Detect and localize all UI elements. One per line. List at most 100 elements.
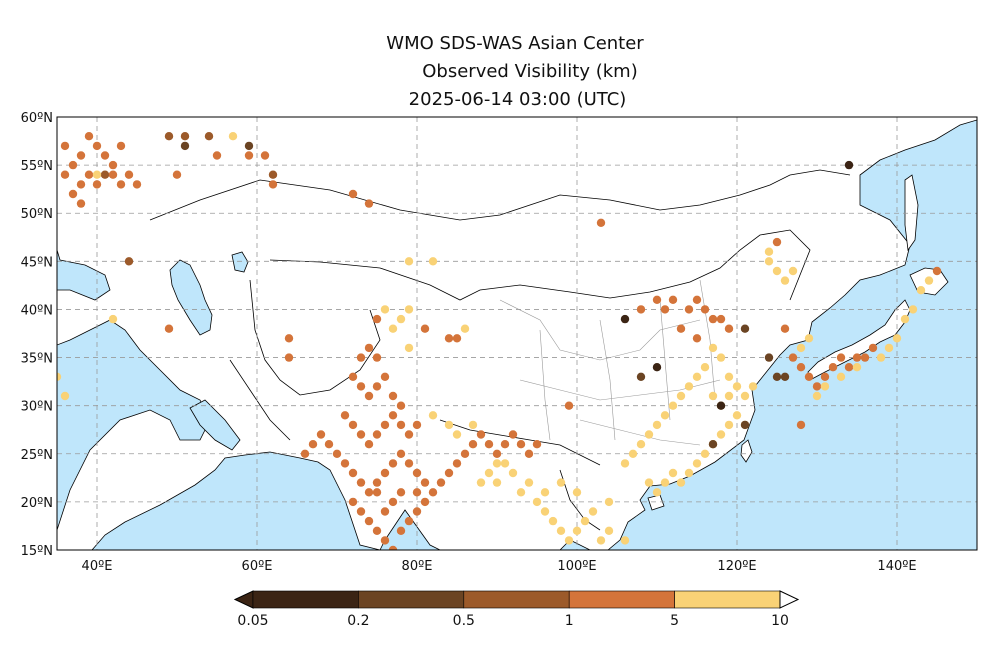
station-point: [380, 420, 390, 430]
title-variable: Observed Visibility (km): [422, 61, 638, 82]
station-point: [356, 430, 366, 439]
country-borders: [149, 169, 851, 531]
title-block: WMO SDS-WAS Asian Center Observed Visibi…: [0, 30, 1000, 114]
station-point: [476, 478, 486, 487]
station-point: [844, 363, 854, 372]
station-point: [796, 363, 806, 372]
station-point: [332, 449, 342, 458]
station-point: [348, 420, 358, 430]
station-point: [172, 170, 182, 179]
colorbar-segment: [358, 590, 465, 609]
colorbar-segment: [674, 590, 781, 609]
station-point: [308, 440, 318, 449]
station-point: [57, 372, 62, 381]
colorbar-segment: [568, 590, 675, 609]
station-point: [652, 363, 662, 372]
lat-tick-label: 15ºN: [21, 544, 53, 559]
station-point: [708, 314, 718, 324]
station-point: [404, 516, 414, 526]
caspian-sea: [169, 259, 213, 336]
station-point: [396, 401, 406, 410]
station-point: [404, 430, 414, 439]
province-borders: [499, 279, 721, 446]
station-point: [404, 305, 414, 314]
station-points: [57, 132, 942, 550]
station-point: [388, 391, 398, 401]
lat-tick-label: 20ºN: [21, 496, 53, 511]
station-point: [404, 343, 414, 353]
station-point: [724, 420, 734, 430]
station-point: [692, 334, 702, 343]
station-point: [836, 372, 846, 381]
lat-tick-label: 30ºN: [21, 400, 53, 415]
station-point: [204, 132, 214, 141]
station-point: [732, 411, 742, 420]
station-point: [348, 372, 358, 381]
station-point: [852, 353, 862, 362]
station-point: [548, 516, 558, 526]
station-point: [60, 170, 70, 179]
station-point: [428, 411, 438, 420]
station-point: [460, 324, 470, 333]
sakhalin-island: [904, 174, 919, 252]
title-time: 2025-06-14 03:00 (UTC): [408, 89, 627, 110]
station-point: [268, 180, 278, 189]
station-point: [572, 488, 582, 497]
land-mass: [57, 117, 977, 550]
station-point: [412, 488, 422, 497]
persian-gulf: [189, 399, 241, 451]
station-point: [844, 160, 854, 170]
station-point: [356, 478, 366, 487]
station-point: [428, 257, 438, 266]
station-point: [724, 372, 734, 381]
station-point: [788, 353, 798, 362]
lat-tick-label: 40ºN: [21, 303, 53, 318]
lat-tick-label: 45ºN: [21, 255, 53, 270]
station-point: [644, 478, 654, 487]
station-point: [300, 449, 310, 458]
station-point: [636, 305, 646, 314]
station-point: [260, 151, 270, 160]
station-point: [604, 497, 614, 507]
station-point: [460, 449, 470, 458]
station-point: [180, 141, 190, 151]
station-point: [268, 170, 278, 179]
station-point: [676, 478, 686, 487]
station-point: [772, 266, 782, 276]
station-point: [380, 305, 390, 314]
station-point: [468, 420, 478, 430]
station-point: [900, 314, 910, 324]
station-point: [620, 314, 630, 324]
station-point: [676, 324, 686, 333]
station-point: [388, 497, 398, 507]
station-point: [420, 497, 430, 507]
station-point: [380, 372, 390, 381]
lat-tick-label: 35ºN: [21, 352, 53, 367]
station-point: [716, 314, 726, 324]
station-point: [468, 440, 478, 449]
station-point: [356, 382, 366, 391]
station-point: [684, 468, 694, 478]
station-point: [380, 536, 390, 545]
station-point: [412, 507, 422, 516]
station-point: [372, 488, 382, 497]
station-point: [764, 247, 774, 256]
lon-tick-label: 40ºE: [82, 559, 113, 574]
colorbar-legend: 0.05 0.2 0.5 1 5 10: [233, 590, 800, 629]
station-point: [508, 430, 518, 439]
lat-tick-label: 60ºN: [21, 111, 53, 126]
station-point: [284, 353, 294, 362]
station-point: [492, 478, 502, 487]
station-point: [668, 468, 678, 478]
station-point: [412, 420, 422, 430]
title-center: WMO SDS-WAS Asian Center: [386, 33, 644, 54]
station-point: [444, 420, 454, 430]
station-point: [708, 391, 718, 401]
station-point: [660, 478, 670, 487]
station-point: [316, 430, 326, 439]
station-point: [620, 536, 630, 545]
station-point: [764, 257, 774, 266]
station-point: [540, 507, 550, 516]
station-point: [556, 478, 566, 487]
station-point: [724, 391, 734, 401]
